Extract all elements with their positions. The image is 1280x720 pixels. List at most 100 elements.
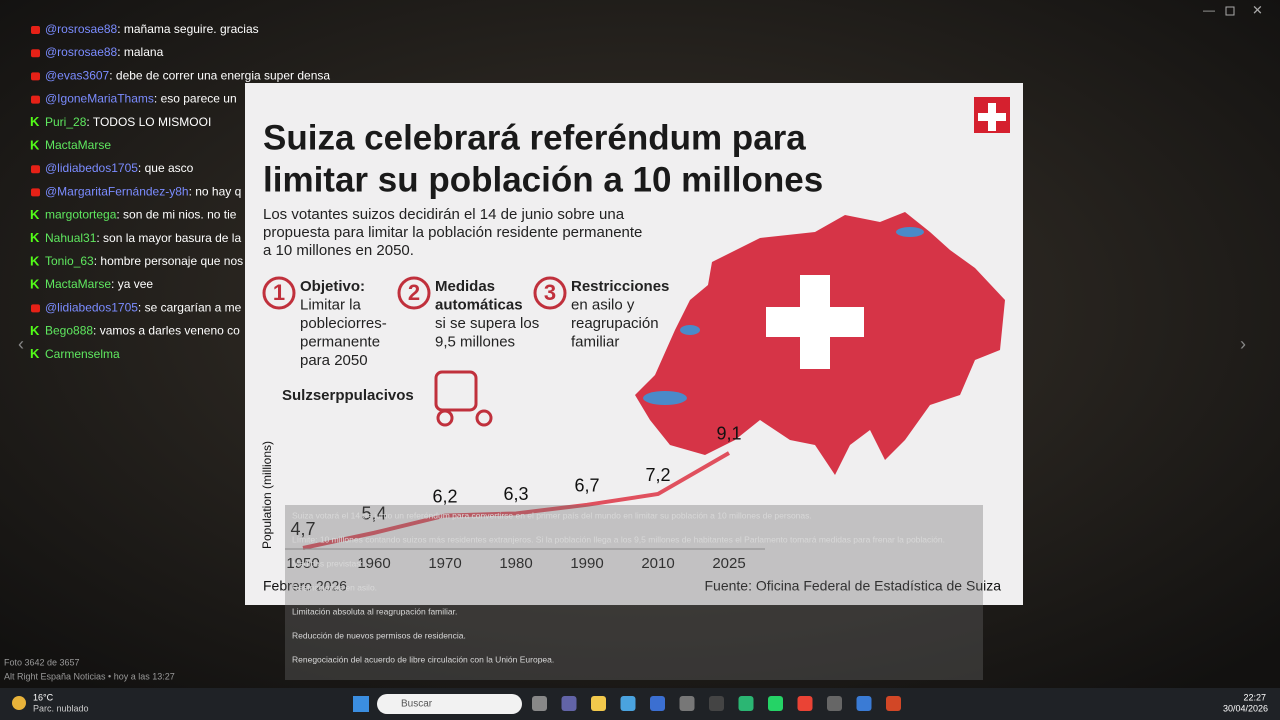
taskbar-app[interactable] bbox=[827, 696, 842, 711]
window-close[interactable]: ✕ bbox=[1252, 2, 1263, 17]
lake bbox=[643, 391, 687, 405]
weather: Parc. nublado bbox=[33, 703, 89, 713]
taskbar-app[interactable] bbox=[650, 696, 665, 711]
taskbar-app[interactable] bbox=[738, 696, 754, 711]
infographic bbox=[245, 83, 1023, 605]
point-text: en asilo y bbox=[571, 296, 635, 313]
taskbar-app[interactable] bbox=[620, 696, 636, 711]
search-box[interactable] bbox=[377, 694, 522, 714]
subtitle: Los votantes suizos decidirán el 14 de j… bbox=[263, 206, 625, 223]
taskbar-app[interactable] bbox=[561, 696, 577, 711]
point-number: 2 bbox=[408, 280, 420, 305]
chat-user: Carmenselma bbox=[45, 347, 120, 361]
chat-text: no hay q bbox=[195, 185, 241, 199]
article: Suiza votará el 14 de junio un referéndu… bbox=[292, 510, 945, 664]
population-line bbox=[302, 451, 731, 550]
youtube-icon bbox=[31, 188, 40, 197]
chat-message: margotortega: son de mi nios. no tie bbox=[45, 208, 237, 222]
taskbar-app[interactable] bbox=[797, 696, 813, 711]
article-panel bbox=[285, 505, 983, 680]
chat-user: @IgoneMariaThams bbox=[45, 92, 154, 106]
chat-colon: : bbox=[117, 22, 124, 36]
window-minimize[interactable]: — bbox=[1203, 3, 1215, 17]
chat-colon: : bbox=[93, 324, 100, 338]
flag-cross bbox=[978, 103, 1006, 131]
chat-colon: : bbox=[138, 301, 145, 315]
chat-user: Bego888 bbox=[45, 324, 93, 338]
icon bbox=[434, 370, 478, 412]
next-arrow[interactable]: › bbox=[1240, 334, 1246, 354]
prev-arrow[interactable]: ‹ bbox=[18, 334, 24, 354]
value-label: 6,2 bbox=[432, 486, 457, 506]
taskbar-app[interactable] bbox=[768, 696, 783, 711]
taskbar-app[interactable] bbox=[532, 696, 547, 711]
icon bbox=[475, 409, 493, 427]
chat-message: MactaMarse bbox=[45, 138, 111, 152]
point-badge bbox=[533, 276, 567, 310]
clock-date: 30/04/2026 bbox=[1223, 703, 1268, 713]
clock-time: 22:27 bbox=[1243, 692, 1266, 702]
photo-counter: Foto 3642 de 3657 bbox=[4, 657, 80, 667]
window-maximize[interactable] bbox=[1225, 6, 1235, 16]
subtitle: propuesta para limitar la población resi… bbox=[263, 224, 642, 241]
article-line: Limitación absoluta al reagrupación fami… bbox=[292, 606, 457, 616]
youtube-icon bbox=[31, 72, 40, 81]
chat-text: debe de correr una energia super densa bbox=[116, 69, 330, 83]
chat-message: Carmenselma bbox=[45, 347, 120, 361]
chat-user: Puri_28 bbox=[45, 115, 87, 129]
point-text: permanente bbox=[300, 333, 380, 350]
taskbar-app[interactable] bbox=[709, 696, 724, 711]
chat-colon: : bbox=[117, 45, 124, 59]
chat-colon: : bbox=[116, 208, 123, 222]
chat-user: @MargaritaFernández-y8h bbox=[45, 185, 189, 199]
chat-text: son la mayor basura de la bbox=[103, 231, 241, 245]
x-tick-label: 1980 bbox=[499, 555, 532, 572]
chat-user: Nahual31 bbox=[45, 231, 97, 245]
kick-icon: K bbox=[30, 253, 40, 268]
youtube-icon bbox=[31, 95, 40, 104]
point-text: 9,5 millones bbox=[435, 333, 515, 350]
weather-icon bbox=[12, 696, 26, 710]
point-number: 3 bbox=[544, 280, 556, 305]
chat-text: que asco bbox=[145, 161, 194, 175]
lake bbox=[896, 227, 924, 237]
taskbar-app[interactable] bbox=[856, 696, 872, 711]
x-tick-label: 2025 bbox=[712, 555, 745, 572]
chat-colon: : bbox=[96, 231, 103, 245]
chat-user: @lidiabedos1705 bbox=[45, 301, 138, 315]
title: Suiza celebrará referéndum para bbox=[263, 118, 806, 157]
chat-user: MactaMarse bbox=[45, 138, 111, 152]
taskbar-app[interactable] bbox=[886, 696, 901, 711]
youtube-icon bbox=[31, 165, 40, 174]
chat-message: @IgoneMariaThams: eso parece un bbox=[45, 92, 237, 106]
youtube-icon bbox=[31, 304, 40, 313]
point-text: Medidas bbox=[435, 278, 495, 295]
kick-icon: K bbox=[30, 230, 40, 245]
chat-message: Bego888: vamos a darles veneno co bbox=[45, 324, 240, 338]
kick-icon: K bbox=[30, 114, 40, 129]
chat-user: @rosrosae88 bbox=[45, 22, 118, 36]
chat-user: @evas3607 bbox=[45, 69, 110, 83]
article-line: Medidas previstas: bbox=[292, 558, 363, 568]
point-text: para 2050 bbox=[300, 352, 368, 369]
kick-icon: K bbox=[30, 137, 40, 152]
x-tick-label: 1970 bbox=[428, 555, 461, 572]
point-text: Objetivo: bbox=[300, 278, 365, 295]
value-label: 7,2 bbox=[645, 465, 670, 485]
x-tick-label: 1950 bbox=[286, 555, 319, 572]
point-badge bbox=[397, 276, 431, 310]
start-button[interactable] bbox=[353, 696, 369, 712]
lake bbox=[680, 325, 700, 335]
caption: Sulzserppulacivos bbox=[282, 387, 414, 404]
chat-text: TODOS LO MISMOOI bbox=[93, 115, 211, 129]
taskbar-app[interactable] bbox=[591, 696, 606, 711]
chat-message: @evas3607: debe de correr una energia su… bbox=[45, 69, 330, 83]
chat-message: Tonio_63: hombre personaje que nos bbox=[45, 254, 243, 268]
chat-message: @rosrosae88: mañama seguire. gracias bbox=[45, 22, 259, 36]
x-tick-label: 1960 bbox=[357, 555, 390, 572]
kick-icon: K bbox=[30, 207, 40, 222]
date: Febrero 2026 bbox=[263, 578, 347, 594]
taskbar-app[interactable] bbox=[679, 696, 695, 711]
value-label: 4,7 bbox=[290, 519, 315, 539]
kick-icon: K bbox=[30, 277, 40, 292]
